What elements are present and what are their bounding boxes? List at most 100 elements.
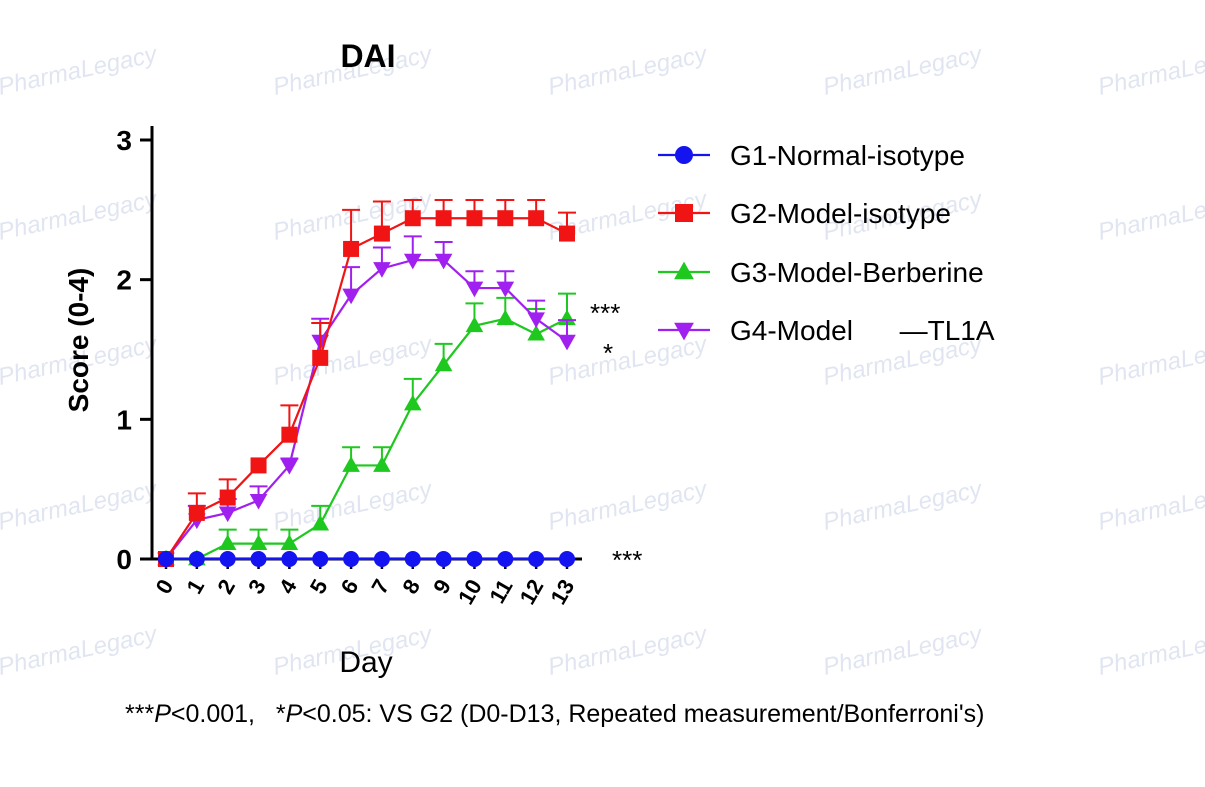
point-g2-d4	[281, 426, 298, 443]
x-tick-label-4: 4	[274, 574, 302, 598]
watermark-0-4: PharmaLegacy	[1096, 40, 1205, 100]
point-g1-d7	[373, 551, 390, 567]
point-g2-d6	[343, 240, 360, 257]
x-tick-label-9: 9	[428, 575, 456, 598]
point-g1-d12	[528, 551, 545, 567]
x-tick-label-7: 7	[366, 575, 394, 598]
footnote: ***P<0.001, *P<0.05: VS G2 (D0-D13, Repe…	[125, 700, 984, 728]
footnote-p-2: P	[286, 700, 303, 728]
point-g1-d11	[497, 551, 514, 567]
point-g3-d11	[496, 309, 515, 326]
significance-layer: *******	[590, 298, 642, 575]
point-g1-d6	[343, 551, 360, 567]
point-g4-d12	[527, 312, 545, 328]
significance-g4: *	[603, 338, 613, 368]
watermark-3-1: PharmaLegacy	[271, 475, 436, 535]
watermark-4-3: PharmaLegacy	[821, 620, 986, 680]
watermark-0-2: PharmaLegacy	[546, 40, 711, 100]
x-tick-label-2: 2	[212, 575, 240, 598]
x-tick-label-3: 3	[243, 575, 271, 598]
watermark-3-4: PharmaLegacy	[1096, 475, 1205, 535]
legend: G1-Normal-isotype G2-Model-isotype G3-Mode…	[658, 140, 995, 346]
watermark-2-1: PharmaLegacy	[271, 330, 436, 390]
watermark-4-2: PharmaLegacy	[546, 620, 711, 680]
series-g3	[157, 292, 576, 566]
legend-marker-g4	[674, 322, 694, 341]
point-g3-d3	[249, 534, 268, 551]
point-g4-d3	[249, 493, 268, 510]
significance-g3: ***	[590, 298, 620, 328]
point-g1-d13	[559, 551, 575, 567]
point-g4-d9	[434, 253, 453, 270]
point-g1-d2	[219, 551, 236, 567]
point-g2-d1	[188, 504, 205, 521]
x-tick-label-8: 8	[397, 575, 425, 598]
x-tick-label-5: 5	[305, 575, 333, 598]
legend-label-g4: G4-Model —TL1A	[730, 315, 995, 346]
point-g3-d4	[280, 534, 299, 551]
footnote-p-1: P	[154, 700, 171, 728]
point-g1-d9	[435, 551, 452, 567]
point-g1-d0	[158, 551, 174, 567]
point-g3-d7	[373, 456, 391, 472]
point-g3-d10	[465, 316, 484, 333]
point-g4-d6	[342, 288, 360, 305]
point-g4-d4	[280, 459, 299, 475]
watermark-3-0: PharmaLegacy	[0, 475, 161, 535]
significance-g1: ***	[612, 545, 642, 575]
series-layer	[157, 199, 576, 569]
point-g2-d13	[559, 225, 575, 242]
point-g1-d10	[466, 551, 483, 567]
point-g2-d7	[373, 225, 390, 242]
legend-marker-g1	[675, 146, 693, 164]
legend-label-g1: G1-Normal-isotype	[730, 140, 965, 171]
watermark-1-4: PharmaLegacy	[1096, 185, 1205, 245]
point-g1-d5	[312, 551, 329, 567]
point-g2-d2	[219, 489, 236, 506]
point-g3-d9	[434, 355, 453, 372]
legend-label-g2: G2-Model-isotype	[730, 198, 951, 229]
point-g2-d3	[250, 457, 267, 474]
point-g2-d5	[312, 349, 329, 366]
watermark-3-2: PharmaLegacy	[546, 475, 711, 535]
x-tick-label-13: 13	[545, 575, 579, 609]
point-g1-d4	[281, 551, 298, 567]
point-g3-d6	[342, 456, 360, 472]
watermark-0-3: PharmaLegacy	[821, 40, 986, 100]
y-tick-label-1: 1	[116, 404, 132, 435]
x-tick-label-6: 6	[336, 575, 364, 598]
point-g3-d12	[527, 324, 545, 341]
watermark-2-4: PharmaLegacy	[1096, 330, 1205, 390]
footnote-text-1: <0.001, *	[171, 700, 286, 728]
x-tick-label-11: 11	[484, 575, 517, 608]
x-axis-label: Day	[339, 646, 392, 679]
point-g2-d8	[404, 210, 421, 227]
point-g2-d11	[497, 210, 514, 227]
series-g2	[158, 199, 576, 567]
point-g1-d8	[404, 551, 421, 567]
point-g2-d12	[528, 210, 545, 227]
point-g1-d3	[250, 551, 267, 567]
y-tick-label-0: 0	[116, 544, 132, 575]
x-tick-label-0: 0	[151, 575, 179, 598]
watermark-1-0: PharmaLegacy	[0, 185, 161, 245]
point-g1-d1	[188, 551, 205, 567]
point-g3-d8	[403, 394, 422, 411]
point-g4-d2	[218, 506, 237, 523]
point-g3-d13	[558, 309, 576, 326]
y-axis-label: Score (0-4)	[63, 268, 94, 413]
point-g3-d2	[218, 534, 237, 551]
point-g2-d10	[466, 210, 483, 227]
x-tick-label-1: 1	[181, 575, 209, 598]
legend-marker-g2	[675, 204, 693, 222]
y-tick-label-2: 2	[116, 265, 132, 296]
point-g4-d11	[496, 281, 515, 298]
footnote-text-2: <0.05: VS G2 (D0-D13, Repeated measureme…	[302, 700, 984, 728]
legend-label-g3: G3-Model-Berberine	[730, 257, 984, 288]
point-g4-d10	[465, 281, 484, 298]
point-g4-d8	[403, 253, 422, 270]
watermark-0-0: PharmaLegacy	[0, 40, 161, 100]
watermark-4-0: PharmaLegacy	[0, 620, 161, 680]
watermark-4-4: PharmaLegacy	[1096, 620, 1205, 680]
